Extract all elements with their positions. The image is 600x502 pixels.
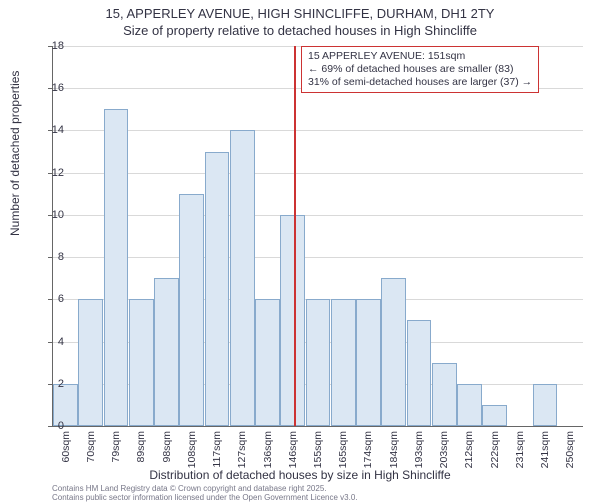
xtick-label: 155sqm (312, 431, 324, 468)
xtick-label: 250sqm (564, 431, 576, 468)
bar (104, 109, 129, 426)
title-line-2: Size of property relative to detached ho… (0, 23, 600, 40)
xtick-label: 174sqm (362, 431, 374, 468)
ytick-label: 14 (34, 124, 64, 136)
bar (381, 278, 406, 426)
annotation-line-2: ← 69% of detached houses are smaller (83… (308, 63, 532, 76)
xtick-label: 108sqm (186, 431, 198, 468)
y-axis-label: Number of detached properties (8, 71, 22, 236)
bar (78, 299, 103, 426)
bar (482, 405, 507, 426)
bar (255, 299, 280, 426)
bar (154, 278, 179, 426)
ytick-label: 12 (34, 167, 64, 179)
bar (457, 384, 482, 426)
x-axis-label: Distribution of detached houses by size … (0, 468, 600, 482)
ytick-label: 2 (34, 378, 64, 390)
title-line-1: 15, APPERLEY AVENUE, HIGH SHINCLIFFE, DU… (0, 6, 600, 23)
gridline (53, 173, 583, 174)
footnote-line-2: Contains public sector information licen… (52, 493, 358, 502)
annotation-box: 15 APPERLEY AVENUE: 151sqm← 69% of detac… (301, 46, 539, 93)
ytick-label: 6 (34, 293, 64, 305)
gridline (53, 130, 583, 131)
xtick-label: 127sqm (236, 431, 248, 468)
title-block: 15, APPERLEY AVENUE, HIGH SHINCLIFFE, DU… (0, 0, 600, 40)
chart-container: 15, APPERLEY AVENUE, HIGH SHINCLIFFE, DU… (0, 0, 600, 500)
ytick-label: 16 (34, 82, 64, 94)
xtick-label: 212sqm (463, 431, 475, 468)
ytick-label: 0 (34, 420, 64, 432)
xtick-label: 193sqm (413, 431, 425, 468)
annotation-line-3: 31% of semi-detached houses are larger (… (308, 76, 532, 89)
bar (205, 152, 230, 426)
footnote: Contains HM Land Registry data © Crown c… (52, 484, 358, 502)
bar (230, 130, 255, 426)
xtick-label: 231sqm (514, 431, 526, 468)
xtick-label: 165sqm (337, 431, 349, 468)
ytick-label: 18 (34, 40, 64, 52)
xtick-label: 117sqm (211, 431, 223, 468)
footnote-line-1: Contains HM Land Registry data © Crown c… (52, 484, 358, 493)
xtick-label: 89sqm (135, 431, 147, 463)
gridline (53, 257, 583, 258)
bar (179, 194, 204, 426)
xtick-label: 146sqm (287, 431, 299, 468)
plot-inner: 60sqm70sqm79sqm89sqm98sqm108sqm117sqm127… (52, 46, 583, 427)
ytick-label: 10 (34, 209, 64, 221)
bar (331, 299, 356, 426)
annotation-line-1: 15 APPERLEY AVENUE: 151sqm (308, 50, 532, 63)
bar (129, 299, 154, 426)
gridline (53, 215, 583, 216)
bar (533, 384, 558, 426)
reference-line (294, 46, 296, 426)
ytick-label: 4 (34, 336, 64, 348)
xtick-label: 98sqm (161, 431, 173, 463)
xtick-label: 70sqm (85, 431, 97, 463)
bar (432, 363, 457, 426)
bar (306, 299, 331, 426)
bar (407, 320, 432, 426)
xtick-label: 60sqm (60, 431, 72, 463)
xtick-label: 203sqm (438, 431, 450, 468)
bar (280, 215, 305, 426)
xtick-label: 184sqm (388, 431, 400, 468)
plot-area: 60sqm70sqm79sqm89sqm98sqm108sqm117sqm127… (52, 46, 582, 426)
xtick-label: 79sqm (110, 431, 122, 463)
bar (356, 299, 381, 426)
xtick-label: 222sqm (489, 431, 501, 468)
xtick-label: 241sqm (539, 431, 551, 468)
ytick-label: 8 (34, 251, 64, 263)
xtick-label: 136sqm (262, 431, 274, 468)
